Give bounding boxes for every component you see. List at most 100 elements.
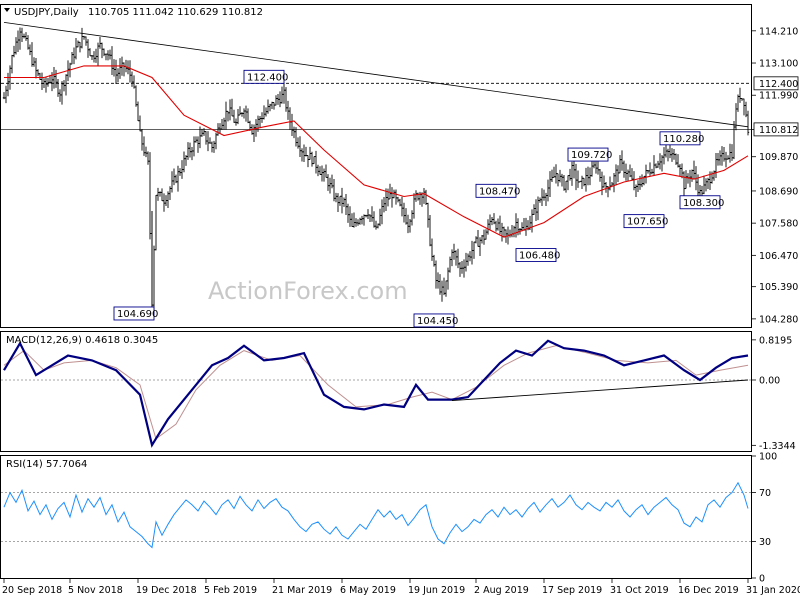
price-bar (572, 160, 576, 179)
price-bar (316, 164, 320, 177)
price-bar (738, 87, 742, 103)
level-annotation: 106.480 (515, 248, 560, 263)
price-bar (116, 68, 120, 83)
price-bar (586, 166, 590, 186)
price-bar (514, 213, 518, 238)
price-bar (334, 192, 338, 203)
price-bar (346, 203, 350, 223)
rsi-y-tick-label: 100 (759, 452, 777, 463)
price-bar (366, 209, 370, 220)
price-bar (410, 210, 414, 226)
price-bar (582, 177, 586, 187)
price-bar (426, 202, 430, 228)
rsi-y-tick-label: 30 (759, 537, 771, 548)
price-bar (28, 44, 32, 56)
level-annotation-text: 107.650 (627, 217, 668, 228)
level-annotation: 110.280 (659, 131, 704, 146)
price-bar (86, 39, 90, 58)
x-tick-label: 6 May 2019 (340, 585, 396, 596)
price-bar (292, 126, 296, 139)
price-bar (282, 82, 286, 104)
price-bar (496, 218, 500, 231)
price-bar (400, 196, 404, 217)
price-bar (252, 124, 256, 142)
price-bar (260, 112, 264, 123)
price-bar (122, 62, 126, 77)
price-y-tick-label: 113.100 (759, 59, 798, 70)
price-bar (602, 175, 606, 188)
macd-signal-line (3, 345, 749, 440)
price-bar (152, 245, 156, 311)
price-bar (314, 150, 318, 174)
price-bar (510, 224, 514, 238)
level-annotation-text: 108.300 (683, 198, 724, 209)
price-bar (88, 48, 92, 57)
price-bar (234, 118, 238, 126)
price-bar (556, 173, 560, 187)
price-bar (130, 71, 134, 87)
price-bar (448, 256, 452, 273)
price-bar (714, 153, 718, 179)
price-bar (298, 136, 302, 158)
price-bar (742, 98, 746, 116)
price-bar (724, 151, 728, 168)
price-bar (74, 38, 78, 60)
price-y-tick-label: 107.580 (759, 219, 798, 230)
price-bar (560, 173, 564, 187)
price-bar (26, 35, 30, 50)
price-bar (144, 146, 148, 158)
price-bar (382, 197, 386, 213)
level-annotation-text: 104.690 (117, 309, 158, 320)
price-bar (396, 196, 400, 203)
price-bar (620, 150, 624, 171)
price-bar (636, 180, 640, 192)
ema-line (4, 65, 749, 238)
price-bar (374, 220, 378, 230)
price-bar (190, 147, 194, 161)
price-bar (658, 153, 662, 170)
price-bar (684, 170, 688, 190)
price-bar (302, 144, 306, 163)
level-annotation-box (475, 183, 517, 198)
axis-layer: 114.210 113.100 111.990 110.812 109.870 108.6… (2, 26, 800, 596)
price-bar (460, 261, 464, 274)
price-bar (42, 78, 46, 88)
price-bar (36, 69, 40, 77)
price-bar (114, 59, 118, 85)
x-tick-label: 17 Sep 2019 (542, 585, 602, 596)
price-bar (100, 42, 104, 59)
rsi-y-tick-label: 0 (759, 574, 765, 585)
price-bar (662, 147, 666, 165)
level-axis-label: 112.400 (759, 79, 798, 90)
macd-y-tick-label: 0.00 (759, 375, 780, 386)
price-bar (198, 126, 202, 149)
price-bar (210, 141, 214, 153)
price-bar (444, 280, 448, 297)
price-bar (246, 108, 250, 124)
price-bar (278, 91, 282, 108)
price-bar (350, 213, 354, 227)
price-bar (196, 136, 200, 153)
price-bar (548, 171, 552, 198)
price-bar (240, 112, 244, 117)
price-bar (502, 226, 506, 238)
price-bar (378, 208, 382, 227)
ohlc-label: 110.705 111.042 110.629 110.812 (88, 7, 263, 18)
price-bar (692, 160, 696, 180)
level-annotation: 108.300 (679, 195, 724, 210)
price-bar (402, 202, 406, 223)
rsi-title: RSI(14) 57.7064 (6, 459, 87, 470)
price-bar (128, 60, 132, 83)
current-price-box (753, 122, 799, 137)
macd-line (3, 339, 749, 448)
price-bar (30, 42, 34, 67)
level-annotation: 109.720 (567, 147, 612, 162)
price-bar (624, 163, 628, 181)
price-bar (204, 131, 208, 145)
price-bar (272, 102, 276, 110)
x-tick-label: 5 Nov 2018 (68, 585, 123, 596)
price-bar (370, 206, 374, 222)
price-bar (730, 144, 734, 161)
macd-title: MACD(12,26,9) 0.4618 0.3045 (6, 335, 158, 346)
